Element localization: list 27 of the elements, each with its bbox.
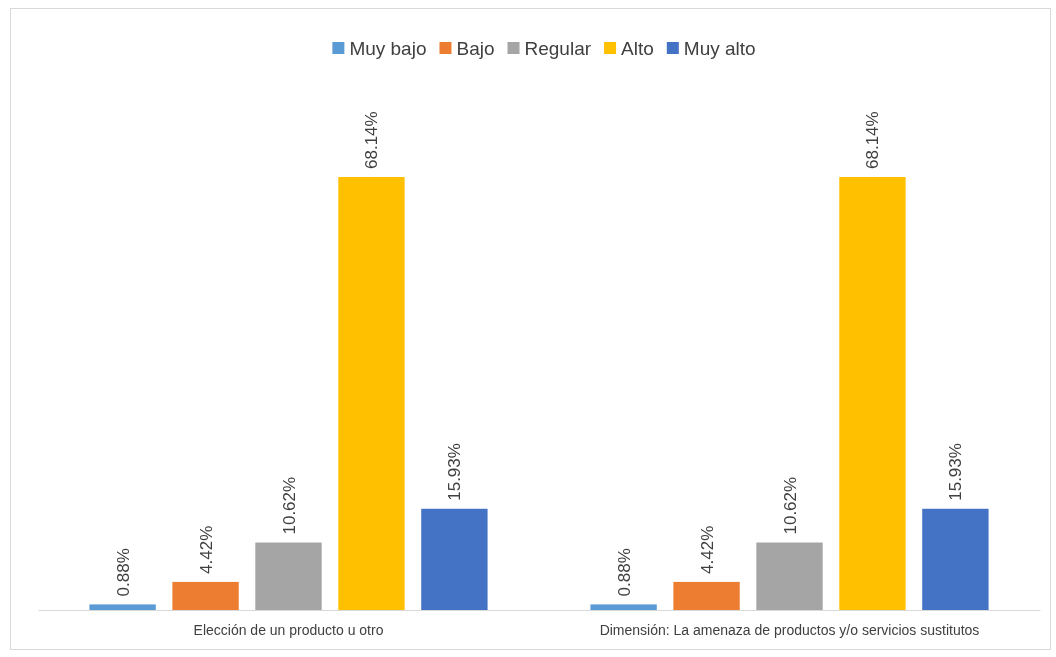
bar: [756, 542, 823, 610]
data-label: 0.88%: [113, 548, 133, 597]
bar: [922, 508, 989, 610]
legend-label: Regular: [524, 38, 592, 59]
bar: [590, 604, 657, 610]
x-tick-label: Dimensión: La amenaza de productos y/o servicios sustitutos: [599, 622, 980, 639]
data-label: 68.14%: [863, 111, 883, 169]
bar: [839, 177, 906, 610]
bar: [89, 604, 156, 610]
legend-label: Muy alto: [683, 38, 756, 59]
legend-label: Muy bajo: [349, 38, 427, 59]
data-label: 10.62%: [780, 476, 800, 535]
data-label: 4.42%: [697, 525, 717, 574]
bar: [255, 542, 322, 610]
x-tick-label: Elección de un producto u otro: [193, 622, 384, 639]
legend-label: Bajo: [456, 38, 495, 59]
data-label: 0.88%: [614, 548, 634, 597]
data-label: 15.93%: [445, 443, 465, 501]
data-label: 10.62%: [279, 476, 299, 535]
data-label: 68.14%: [362, 111, 382, 169]
data-label: 4.42%: [196, 525, 216, 574]
bar: [673, 581, 740, 610]
bar: [421, 508, 488, 610]
bar: [338, 177, 405, 610]
legend-label: Alto: [621, 38, 654, 59]
bar: [172, 581, 239, 610]
data-label: 15.93%: [946, 443, 966, 501]
